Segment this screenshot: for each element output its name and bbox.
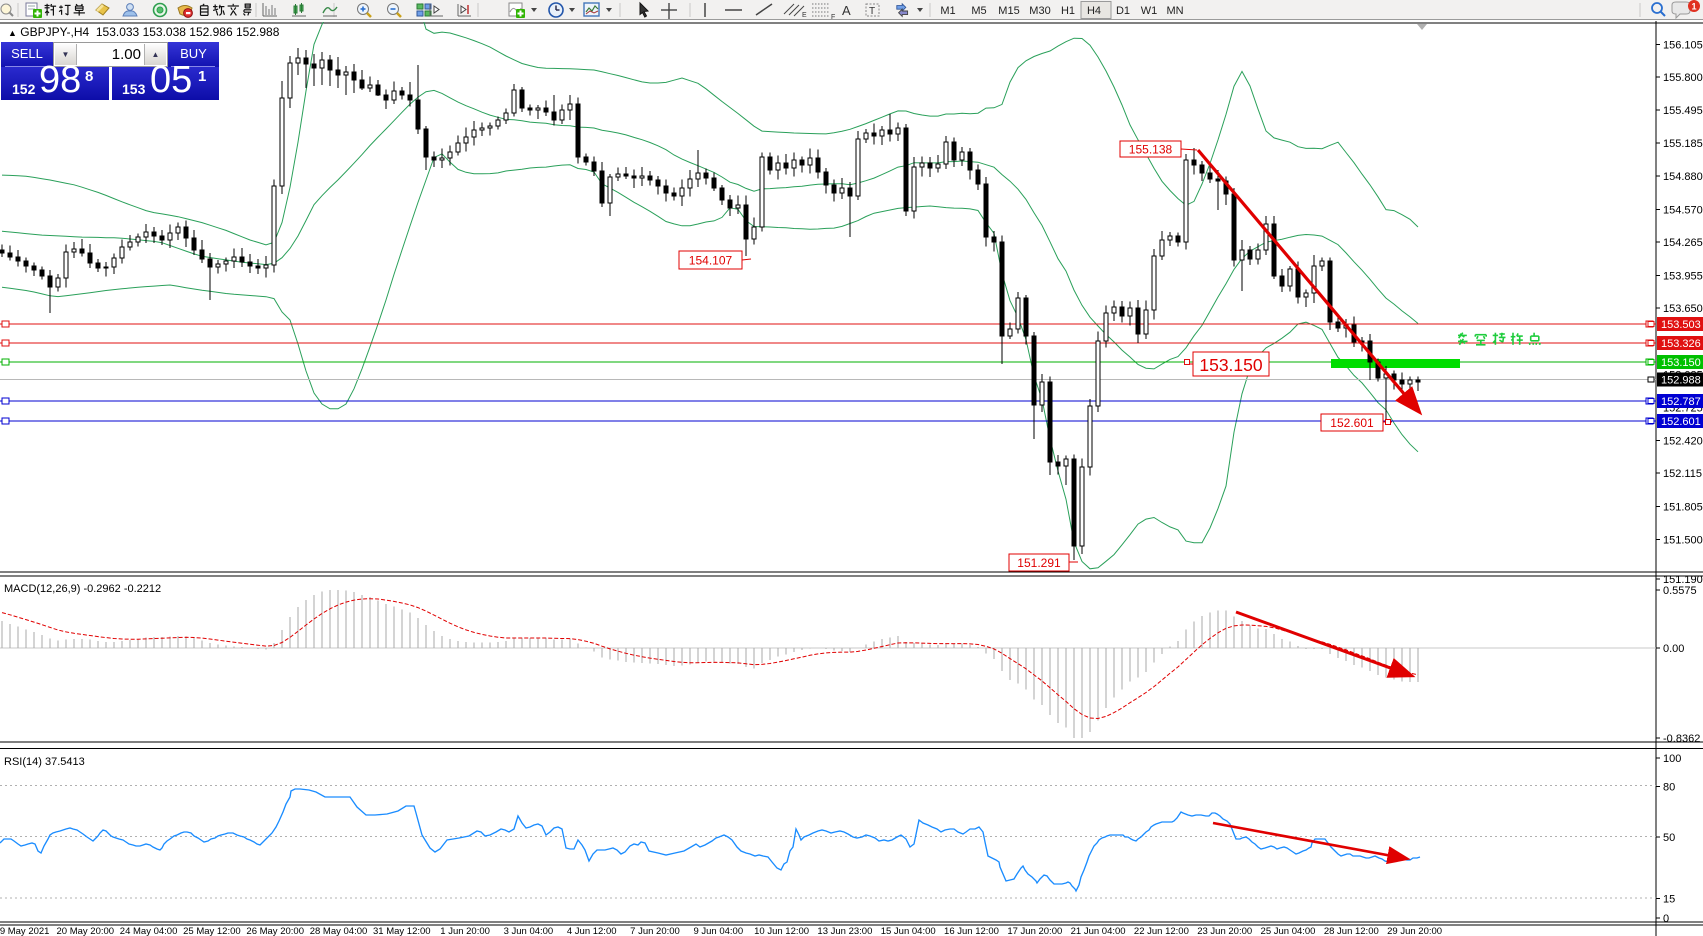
svg-text:13 Jun 23:00: 13 Jun 23:00 <box>817 926 872 936</box>
svg-text:16 Jun 12:00: 16 Jun 12:00 <box>944 926 999 936</box>
svg-text:29 Jun 20:00: 29 Jun 20:00 <box>1387 926 1442 936</box>
svg-text:E: E <box>802 12 807 19</box>
svg-text:0.5575: 0.5575 <box>1663 585 1697 597</box>
svg-text:153.955: 153.955 <box>1663 270 1703 282</box>
svg-text:W1: W1 <box>1141 5 1158 17</box>
svg-text:152.601: 152.601 <box>1330 416 1374 430</box>
svg-text:154.570: 154.570 <box>1663 204 1703 216</box>
svg-text:-0.8362: -0.8362 <box>1663 733 1700 745</box>
svg-text:50: 50 <box>1663 832 1675 844</box>
svg-text:3 Jun 04:00: 3 Jun 04:00 <box>504 926 554 936</box>
svg-text:21 Jun 04:00: 21 Jun 04:00 <box>1071 926 1126 936</box>
svg-text:20 May 20:00: 20 May 20:00 <box>57 926 115 936</box>
svg-text:152.420: 152.420 <box>1663 435 1703 447</box>
svg-text:154.880: 154.880 <box>1663 171 1703 183</box>
svg-text:19 May 2021: 19 May 2021 <box>0 926 49 936</box>
svg-text:153.650: 153.650 <box>1663 303 1703 315</box>
svg-text:9 Jun 04:00: 9 Jun 04:00 <box>693 926 743 936</box>
svg-text:T: T <box>869 6 875 17</box>
svg-text:10 Jun 12:00: 10 Jun 12:00 <box>754 926 809 936</box>
svg-text:153.503: 153.503 <box>1661 319 1701 331</box>
svg-text:80: 80 <box>1663 782 1675 794</box>
svg-text:0.00: 0.00 <box>1663 643 1684 655</box>
svg-text:152.115: 152.115 <box>1663 468 1702 480</box>
svg-text:1: 1 <box>1691 2 1696 12</box>
svg-text:25 May 12:00: 25 May 12:00 <box>183 926 241 936</box>
svg-text:28 Jun 12:00: 28 Jun 12:00 <box>1324 926 1379 936</box>
svg-text:15 Jun 04:00: 15 Jun 04:00 <box>881 926 936 936</box>
svg-text:152.787: 152.787 <box>1661 396 1701 408</box>
svg-text:7 Jun 20:00: 7 Jun 20:00 <box>630 926 680 936</box>
svg-text:24 May 04:00: 24 May 04:00 <box>120 926 178 936</box>
svg-text:155.800: 155.800 <box>1663 72 1703 84</box>
svg-text:RSI(14) 37.5413: RSI(14) 37.5413 <box>4 756 85 768</box>
svg-text:154.265: 154.265 <box>1663 237 1703 249</box>
svg-text:154.107: 154.107 <box>689 253 733 267</box>
svg-text:1 Jun 20:00: 1 Jun 20:00 <box>440 926 490 936</box>
svg-text:0: 0 <box>1663 913 1669 925</box>
svg-text:26 May 20:00: 26 May 20:00 <box>246 926 304 936</box>
svg-text:100: 100 <box>1663 753 1681 765</box>
svg-text:17 Jun 20:00: 17 Jun 20:00 <box>1007 926 1062 936</box>
svg-text:155.185: 155.185 <box>1663 138 1703 150</box>
svg-text:156.105: 156.105 <box>1663 39 1703 51</box>
svg-text:15: 15 <box>1663 894 1675 906</box>
svg-text:MN: MN <box>1166 5 1183 17</box>
svg-text:MACD(12,26,9) -0.2962 -0.2212: MACD(12,26,9) -0.2962 -0.2212 <box>4 583 161 595</box>
svg-text:151.190: 151.190 <box>1663 574 1703 586</box>
svg-text:M15: M15 <box>998 5 1019 17</box>
svg-text:152.601: 152.601 <box>1661 416 1701 428</box>
svg-text:152.988: 152.988 <box>1661 374 1701 386</box>
svg-text:153.150: 153.150 <box>1199 355 1263 375</box>
svg-text:151.805: 151.805 <box>1663 502 1703 514</box>
svg-text:D1: D1 <box>1116 5 1130 17</box>
svg-text:153.326: 153.326 <box>1661 338 1701 350</box>
svg-text:A: A <box>842 3 851 18</box>
svg-text:151.291: 151.291 <box>1017 556 1061 570</box>
svg-text:155.138: 155.138 <box>1129 142 1173 156</box>
svg-text:25 Jun 04:00: 25 Jun 04:00 <box>1261 926 1316 936</box>
svg-text:22 Jun 12:00: 22 Jun 12:00 <box>1134 926 1189 936</box>
svg-text:155.495: 155.495 <box>1663 105 1703 117</box>
svg-text:M30: M30 <box>1029 5 1050 17</box>
svg-text:4 Jun 12:00: 4 Jun 12:00 <box>567 926 617 936</box>
svg-text:H4: H4 <box>1087 5 1101 17</box>
svg-text:M1: M1 <box>940 5 955 17</box>
svg-text:151.500: 151.500 <box>1663 534 1703 546</box>
svg-text:H1: H1 <box>1061 5 1075 17</box>
svg-text:M5: M5 <box>971 5 986 17</box>
svg-text:F: F <box>831 14 835 20</box>
svg-text:23 Jun 20:00: 23 Jun 20:00 <box>1197 926 1252 936</box>
svg-text:31 May 12:00: 31 May 12:00 <box>373 926 431 936</box>
svg-text:153.150: 153.150 <box>1661 357 1701 369</box>
svg-text:28 May 04:00: 28 May 04:00 <box>310 926 368 936</box>
